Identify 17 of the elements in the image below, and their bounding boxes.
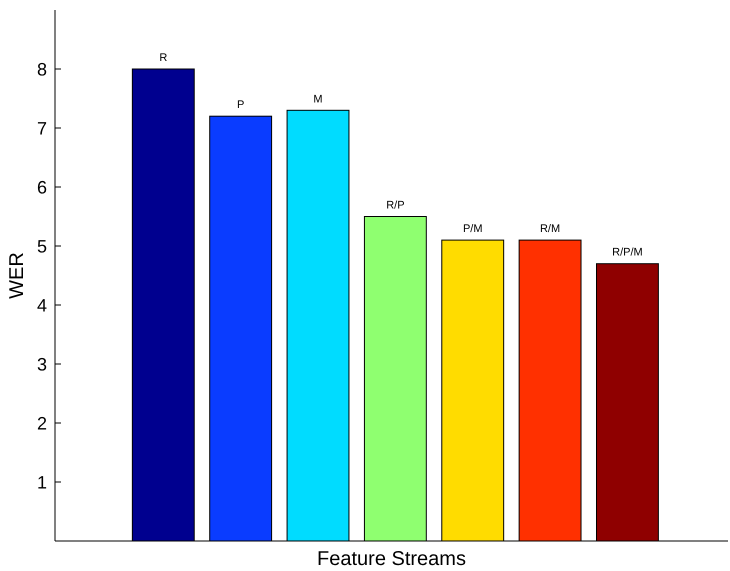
x-tick-label: R/M [540, 223, 560, 236]
x-tick-label: R/P/M [612, 246, 643, 259]
y-tick-label: 6 [36, 177, 47, 198]
x-tick-label: P [236, 99, 244, 112]
x-tick-label: R [159, 52, 168, 64]
y-axis-title: WER [6, 252, 28, 299]
x-tick-label: M [313, 93, 323, 106]
x-tick-label: P/M [462, 223, 483, 236]
y-tick-label: 7 [36, 118, 47, 138]
x-axis-title: Feature Streams [317, 548, 466, 570]
y-tick-label: 1 [36, 472, 47, 492]
y-tick-label: 4 [36, 295, 47, 316]
y-tick-label: 2 [36, 413, 47, 434]
y-tick-label: 5 [36, 236, 47, 256]
y-tick-label: 8 [36, 59, 47, 80]
x-tick-label: R/P [386, 200, 405, 212]
y-tick-label: 3 [36, 354, 47, 374]
